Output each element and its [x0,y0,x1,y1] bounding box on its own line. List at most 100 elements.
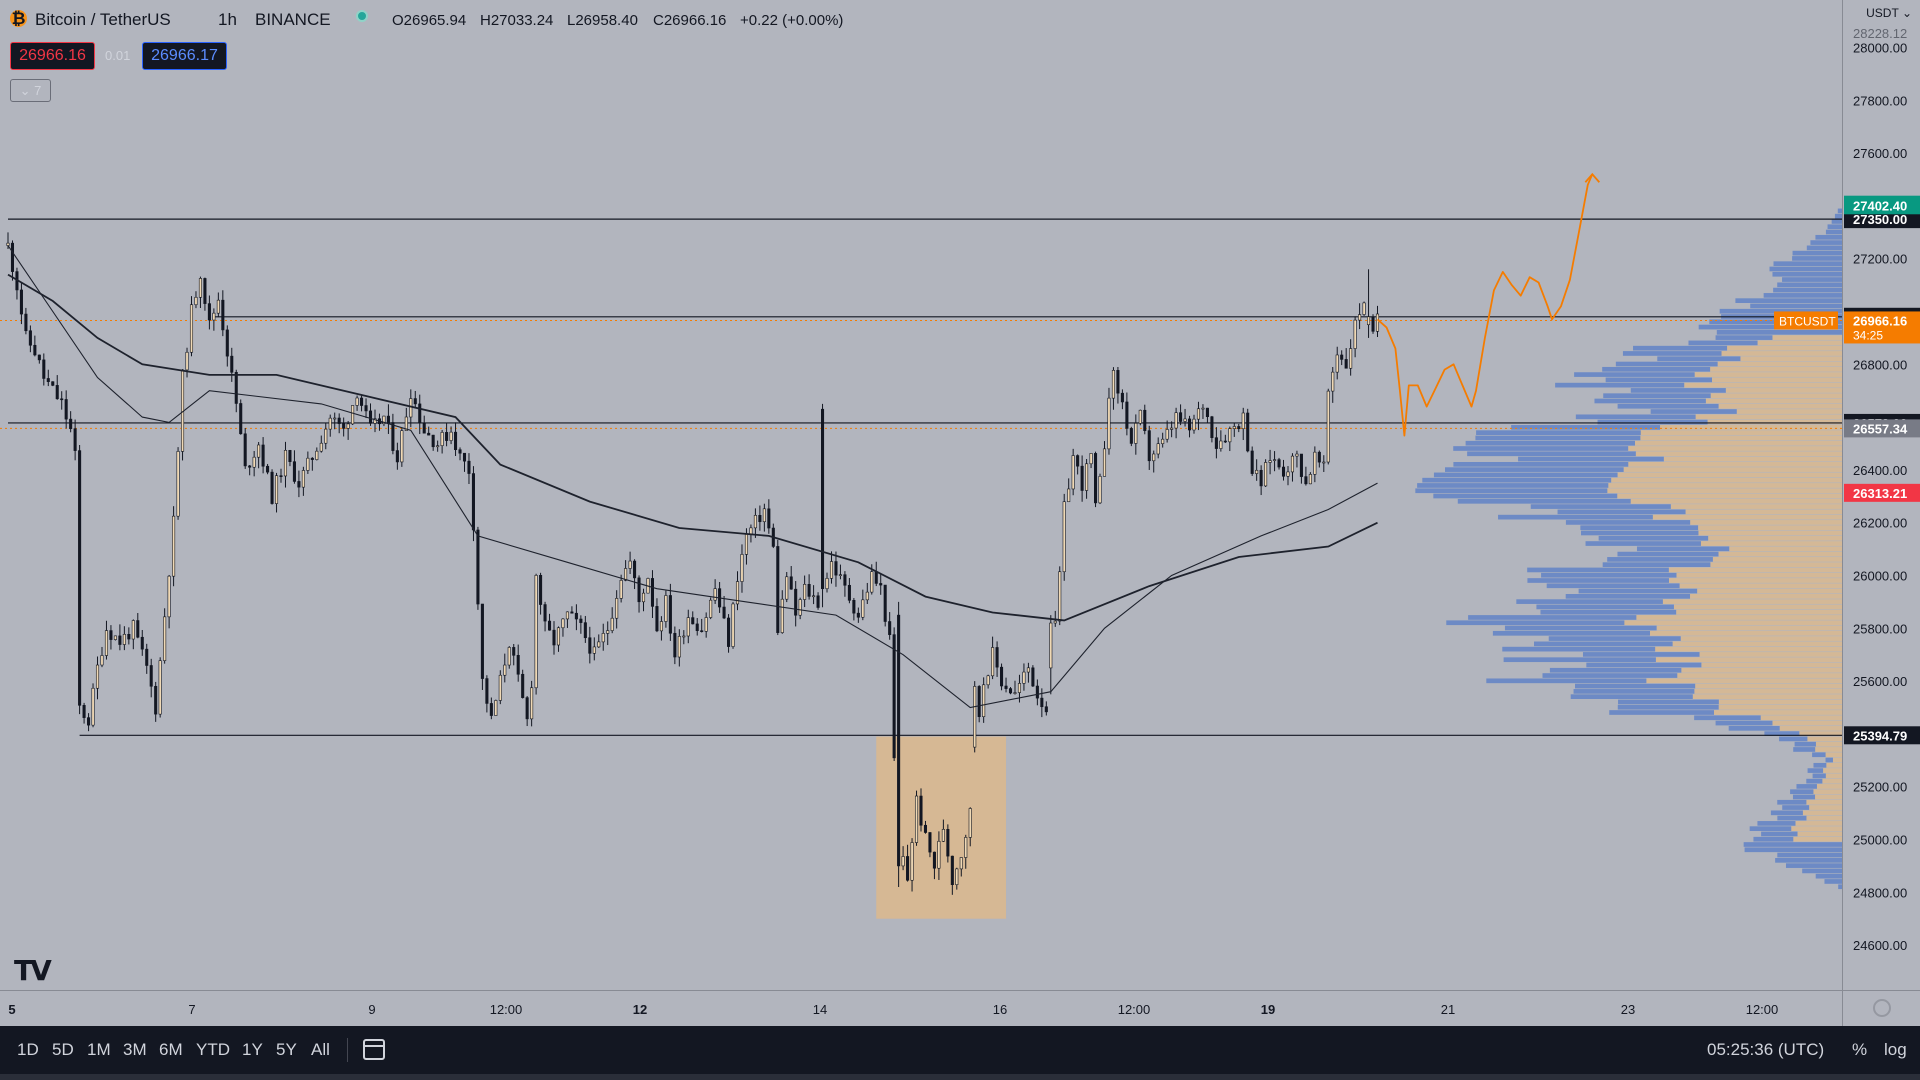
candle-body [122,633,126,645]
candlestick-chart[interactable]: BTCUSDT [0,0,1842,990]
candle [1299,453,1303,484]
candle-body [127,633,131,640]
calendar-icon[interactable] [363,1039,385,1060]
range-5y-button[interactable]: 5Y [276,1040,297,1059]
range-1m-button[interactable]: 1M [87,1040,111,1059]
range-5d-button[interactable]: 5D [52,1040,74,1059]
level-price-tag-bg [1844,210,1920,229]
candle [301,466,305,496]
time-tick-label: 23 [1621,1002,1635,1017]
candle-body [659,621,663,632]
volume-profile-bar [1582,652,1700,657]
candle [847,578,851,604]
range-ytd-button[interactable]: YTD [196,1040,230,1059]
volume-profile-bar [1598,535,1709,541]
candle-body [1322,461,1326,464]
candle-body [923,824,928,833]
candle-body [216,299,220,314]
candle [1125,392,1129,436]
volume-profile-bar [1695,683,1842,689]
candle-body [1031,667,1035,687]
interval-label[interactable]: 1h [218,10,237,29]
range-1d-button[interactable]: 1D [17,1040,39,1059]
volume-profile-bar [1581,530,1699,536]
candle-body [498,674,502,701]
sell-price-button[interactable]: 26966.16 [10,42,95,70]
candle-body [404,416,408,431]
candle-body [310,457,314,460]
volume-profile-bar [1735,298,1842,303]
volume-profile-bar [1575,414,1696,420]
range-all-button[interactable]: All [311,1040,330,1059]
candle [373,409,377,433]
candle [395,442,399,470]
candle-body [565,611,569,620]
time-tick-label: 19 [1261,1002,1275,1017]
candle-body [892,634,896,759]
candle [883,584,887,627]
candle-body [1344,359,1348,369]
chart-pane[interactable]: BTCUSDT ₿ Bitcoin / TetherUS 1h BINANCE … [0,0,1842,990]
volume-profile-bar [1679,583,1842,589]
candle-body [37,354,41,361]
candle [462,452,467,472]
log-scale-button[interactable]: log [1884,1040,1907,1059]
volume-profile-bar [1585,541,1701,546]
volume-profile-bar [1777,815,1807,821]
candle [1344,348,1348,369]
symbol-name[interactable]: Bitcoin / TetherUS [35,10,171,29]
time-axis[interactable]: 5 7 9 12:00 12 14 16 12:00 19 21 23 12:00 [0,990,1842,1026]
candle [172,506,176,587]
candle-body [610,617,614,631]
volume-profile-bar [1760,715,1842,721]
candle [812,585,816,605]
candle [1232,423,1236,437]
candle-body [266,465,270,473]
candle [189,296,194,357]
volume-profile-bar [1605,377,1713,383]
candle-body [803,584,807,600]
candle [1076,454,1080,475]
candle-body [655,606,659,632]
candle-body [409,398,413,418]
candle-body [1299,453,1303,477]
candle [225,325,229,367]
volume-profile-bar [1655,646,1842,652]
volume-profile-bar [1718,704,1842,710]
candle [198,276,202,308]
utc-clock[interactable]: 05:25:36 (UTC) [1707,1040,1825,1059]
candle [113,635,117,641]
volume-profile-bar [1565,520,1691,525]
candle [391,413,395,455]
indicators-toggle-button[interactable]: ⌄ 7 [10,79,51,102]
volume-profile-bar [1446,620,1625,626]
candle [207,295,211,330]
candle [919,788,923,832]
tradingview-logo[interactable]: TV [14,954,52,987]
percent-scale-button[interactable]: % [1852,1040,1868,1059]
candle [995,641,999,677]
volume-profile-bar [1802,810,1842,816]
range-1y-button[interactable]: 1Y [242,1040,263,1059]
gear-icon[interactable] [1873,999,1891,1017]
buy-price-button[interactable]: 26966.17 [142,42,227,70]
candle-body [619,580,623,599]
volume-profile-bar [1825,757,1833,763]
range-3m-button[interactable]: 3M [123,1040,147,1059]
candle-body [973,686,977,748]
volume-profile-bar [1633,345,1728,351]
candle [400,428,404,467]
candle-body [73,428,77,451]
range-6m-button[interactable]: 6M [159,1040,183,1059]
candle-body [1192,418,1196,431]
volume-profile-bar [1773,287,1842,293]
bitcoin-icon[interactable]: ₿ [10,9,27,28]
candle-body [489,703,493,716]
currency-selector[interactable]: USDT ⌄ [1866,6,1912,20]
candle [413,390,417,409]
volume-profile-bar [1640,430,1842,435]
volume-profile-bar [1806,778,1823,784]
price-axis[interactable]: USDT ⌄ 28000.00 27800.00 27600.00 27200.00 2… [1842,0,1920,990]
volume-profile-bar [1834,213,1842,219]
candle [480,603,484,690]
